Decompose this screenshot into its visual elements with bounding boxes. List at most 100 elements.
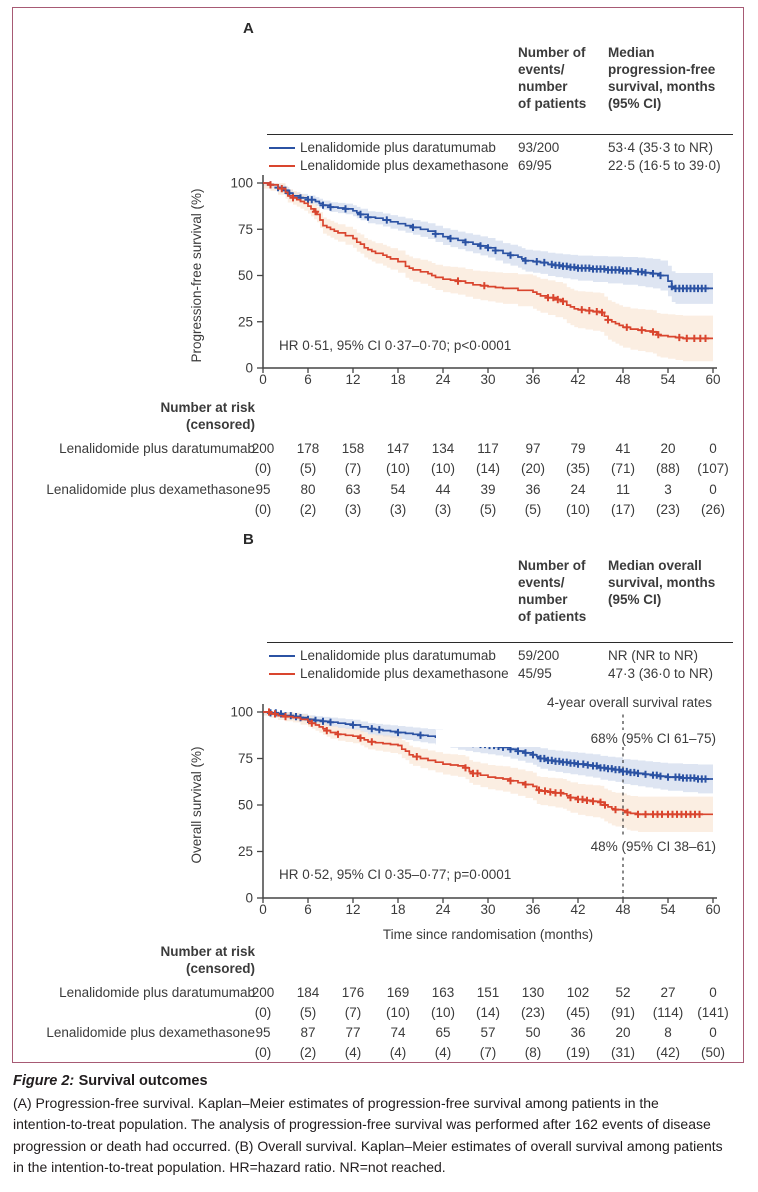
x-tick-label: 30 (480, 902, 495, 917)
x-tick-label: 54 (660, 902, 676, 917)
x-tick-label: 6 (304, 902, 312, 917)
risk-censored-value: (20) (520, 461, 545, 476)
censor-marks-red-panel-b (265, 708, 704, 818)
risk-censored-value: (114) (652, 1005, 684, 1020)
panel-b-header-rule (267, 642, 733, 643)
panel-b-label: B (243, 531, 254, 548)
y-tick-label: 100 (230, 705, 253, 720)
risk-at-risk-value: 27 (660, 985, 676, 1000)
risk-at-risk-value: 184 (296, 985, 320, 1000)
risk-at-risk-value: 134 (431, 441, 455, 456)
risk-censored-value: (0) (254, 1005, 272, 1020)
risk-at-risk-value: 80 (300, 482, 316, 497)
panel-b-header-median: Median overall survival, months (95% CI) (608, 558, 716, 607)
y-axis-title: Overall survival (%) (189, 746, 204, 863)
x-tick-label: 0 (259, 372, 267, 387)
panel-b-annotation-blue-rate: 68% (95% CI 61–75) (436, 730, 716, 747)
ci-band-blue-panel-a (263, 183, 713, 306)
legend-swatch-blue (269, 655, 295, 657)
risk-at-risk-value: 74 (390, 1025, 406, 1040)
risk-censored-value: (2) (299, 502, 317, 517)
legend-median-value: NR (NR to NR) (608, 648, 698, 663)
legend-events-value: 45/95 (518, 666, 552, 681)
risk-censored-value: (5) (299, 461, 317, 476)
x-tick-label: 60 (705, 902, 720, 917)
risk-row-label: Lenalidomide plus daratumumab (59, 441, 255, 456)
risk-censored-value: (23) (655, 502, 680, 517)
risk-at-risk-value: 39 (480, 482, 496, 497)
figure-title: Survival outcomes (78, 1073, 208, 1089)
legend-swatch-red (269, 165, 295, 167)
figure-caption-title: Figure 2: Survival outcomes (13, 1071, 758, 1093)
risk-at-risk-value: 77 (345, 1025, 361, 1040)
risk-at-risk-value: 163 (431, 985, 455, 1000)
risk-censored-value: (3) (434, 502, 452, 517)
risk-censored-value: (5) (299, 1005, 317, 1020)
risk-at-risk-value: 97 (525, 441, 541, 456)
ci-band-blue-panel-b (263, 712, 713, 794)
figure-number: Figure 2: (13, 1073, 75, 1089)
risk-censored-value: (5) (479, 502, 497, 517)
legend-events-value: 93/200 (518, 140, 560, 155)
x-tick-label: 42 (570, 372, 585, 387)
x-tick-label: 0 (259, 902, 267, 917)
risk-at-risk-value: 158 (341, 441, 365, 456)
risk-censored-value: (107) (697, 461, 729, 476)
risk-at-risk-value: 20 (660, 441, 676, 456)
risk-at-risk-value: 24 (570, 482, 586, 497)
x-tick-label: 30 (480, 372, 495, 387)
y-tick-label: 50 (238, 268, 253, 283)
risk-censored-value: (14) (475, 1005, 500, 1020)
risk-at-risk-value: 36 (525, 482, 541, 497)
risk-row-label: Lenalidomide plus dexamethasone (46, 1025, 255, 1040)
risk-censored-value: (10) (385, 461, 410, 476)
panel-a-risk-table-header: Number at risk (censored) (160, 400, 255, 432)
legend-swatch-blue (269, 147, 295, 149)
risk-at-risk-value: 41 (615, 441, 631, 456)
y-tick-label: 75 (238, 222, 253, 237)
risk-at-risk-value: 130 (521, 985, 545, 1000)
risk-at-risk-value: 200 (251, 441, 275, 456)
risk-censored-value: (0) (254, 1045, 272, 1060)
risk-at-risk-value: 147 (386, 441, 410, 456)
risk-at-risk-value: 176 (341, 985, 365, 1000)
risk-at-risk-value: 20 (615, 1025, 631, 1040)
x-tick-label: 24 (435, 902, 451, 917)
panel-b-risk-table-header: Number at risk (censored) (160, 944, 255, 976)
x-tick-label: 36 (525, 372, 540, 387)
risk-at-risk-value: 8 (664, 1025, 672, 1040)
y-tick-label: 25 (238, 314, 253, 329)
x-tick-label: 48 (615, 902, 630, 917)
risk-censored-value: (10) (430, 1005, 455, 1020)
legend-swatch-red (269, 673, 295, 675)
legend-events-value: 59/200 (518, 648, 560, 663)
risk-at-risk-value: 36 (570, 1025, 586, 1040)
y-tick-label: 0 (245, 361, 253, 376)
legend-label: Lenalidomide plus dexamethasone (300, 666, 509, 681)
risk-at-risk-value: 44 (435, 482, 451, 497)
x-tick-label: 24 (435, 372, 451, 387)
x-tick-label: 12 (345, 902, 360, 917)
risk-at-risk-value: 65 (435, 1025, 451, 1040)
risk-at-risk-value: 200 (251, 985, 275, 1000)
x-tick-label: 48 (615, 372, 630, 387)
x-tick-label: 18 (390, 902, 405, 917)
legend-median-value: 53·4 (35·3 to NR) (608, 140, 714, 155)
risk-censored-value: (45) (565, 1005, 590, 1020)
risk-censored-value: (31) (610, 1045, 635, 1060)
y-tick-label: 50 (238, 798, 253, 813)
risk-censored-value: (71) (610, 461, 635, 476)
risk-at-risk-value: 151 (476, 985, 500, 1000)
x-tick-label: 36 (525, 902, 540, 917)
risk-censored-value: (10) (385, 1005, 410, 1020)
risk-censored-value: (8) (524, 1045, 542, 1060)
x-tick-label: 54 (660, 372, 676, 387)
figure-caption: Figure 2: Survival outcomes (A) Progressi… (13, 1071, 758, 1179)
risk-censored-value: (26) (700, 502, 725, 517)
legend-median-value: 47·3 (36·0 to NR) (608, 666, 714, 681)
risk-at-risk-value: 169 (386, 985, 410, 1000)
panel-a-header-events: Number of events/ number of patients (518, 45, 587, 111)
risk-at-risk-value: 52 (615, 985, 631, 1000)
y-tick-label: 0 (245, 891, 253, 906)
